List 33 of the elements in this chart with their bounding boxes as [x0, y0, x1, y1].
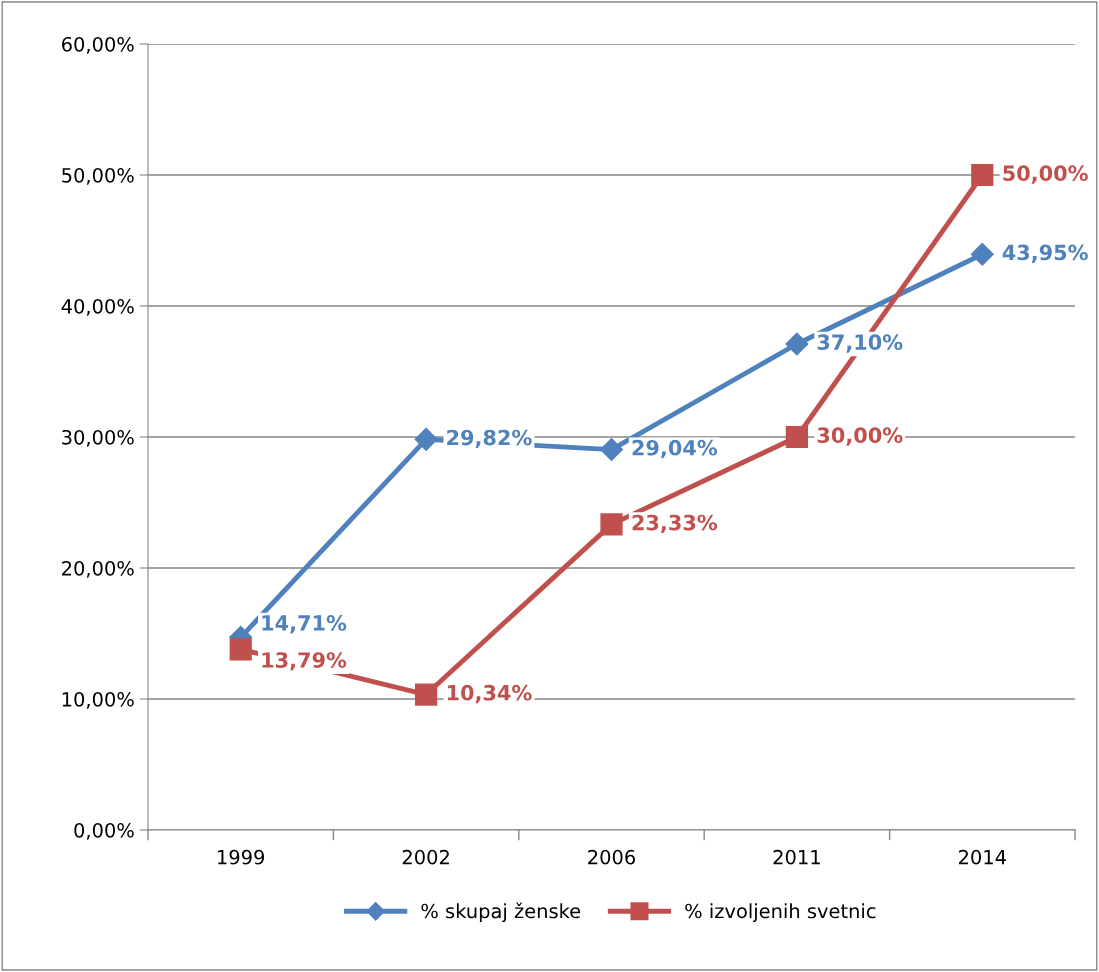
point — [600, 438, 623, 462]
data-label: 13,79% — [262, 652, 347, 671]
data-label: 29,04% — [632, 439, 718, 459]
point — [785, 425, 809, 449]
data-label: 23,33% — [632, 514, 718, 534]
point — [414, 683, 438, 706]
data-label: 30,00% — [817, 427, 903, 446]
legend-label: % skupaj ženske — [421, 902, 581, 923]
point — [971, 163, 994, 187]
point — [970, 242, 994, 266]
point — [785, 332, 809, 356]
data-label: 43,95% — [1002, 244, 1088, 263]
x-tick-label: 1999 — [218, 849, 265, 865]
x-tick-label: 2014 — [958, 849, 1006, 865]
y-tick-label: 50,00% — [62, 167, 134, 185]
data-label: 10,34% — [447, 684, 532, 704]
x-tick-label: 2006 — [588, 849, 636, 865]
data-label: 50,00% — [1003, 165, 1088, 184]
data-label: 37,10% — [817, 334, 903, 353]
y-tick-label: 10,00% — [62, 691, 134, 709]
y-tick-label: 30,00% — [62, 429, 134, 447]
data-label: 29,82% — [447, 429, 532, 449]
y-tick-label: 60,00% — [62, 36, 134, 54]
point — [414, 427, 438, 451]
data-label: 14,71% — [262, 615, 347, 634]
point — [229, 638, 252, 661]
x-tick-label: 2011 — [773, 849, 820, 865]
y-tick-label: 40,00% — [61, 298, 134, 316]
y-tick-label: 20,00% — [62, 560, 134, 578]
y-tick-label: 0,00% — [74, 822, 134, 840]
legend-label: % izvoljenih svetnic — [685, 903, 876, 923]
point — [600, 513, 623, 536]
x-tick-label: 2002 — [402, 849, 449, 865]
